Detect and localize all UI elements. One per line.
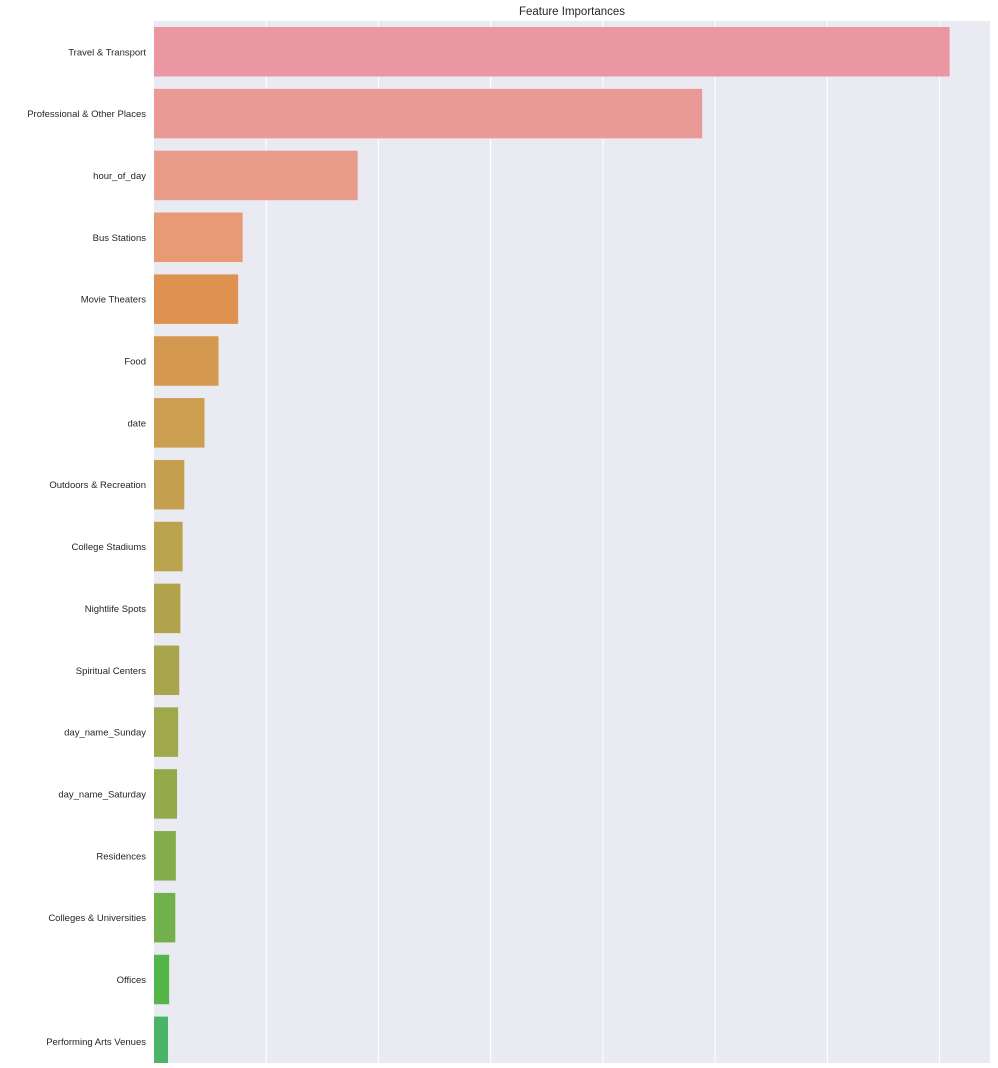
category-label-bus-stations: Bus Stations xyxy=(93,233,147,244)
bar-residences xyxy=(154,831,176,881)
category-label-spiritual-centers: Spiritual Centers xyxy=(76,666,146,677)
category-label-professional-and-other-places: Professional & Other Places xyxy=(27,109,146,120)
bar-nightlife-spots xyxy=(154,583,181,634)
category-label-hour-of-day: hour_of_day xyxy=(93,171,146,182)
bar-hour-of-day xyxy=(154,150,358,201)
category-label-day-name-sunday: day_name_Sunday xyxy=(64,728,146,739)
bar-college-stadiums xyxy=(154,521,183,572)
category-label-outdoors-and-recreation: Outdoors & Recreation xyxy=(49,480,146,491)
category-label-travel-and-transport: Travel & Transport xyxy=(68,47,146,58)
bar-performing-arts-venues xyxy=(154,1016,169,1067)
category-label-nightlife-spots: Nightlife Spots xyxy=(85,604,147,615)
category-label-date: date xyxy=(128,418,147,429)
category-label-performing-arts-venues: Performing Arts Venues xyxy=(46,1037,146,1048)
bar-spiritual-centers xyxy=(154,645,180,695)
category-label-college-stadiums: College Stadiums xyxy=(72,542,147,553)
bar-movie-theaters xyxy=(154,274,239,324)
category-label-day-name-saturday: day_name_Saturday xyxy=(58,789,146,800)
bars xyxy=(154,27,950,1067)
chart-title: Feature Importances xyxy=(519,6,625,18)
category-label-offices: Offices xyxy=(117,975,147,986)
bar-offices xyxy=(154,954,170,1005)
bar-travel-and-transport xyxy=(154,27,950,77)
category-labels: Travel & Transport Professional & Other P… xyxy=(27,47,146,1048)
bar-day-name-saturday xyxy=(154,769,178,819)
category-label-movie-theaters: Movie Theaters xyxy=(81,295,147,306)
category-label-residences: Residences xyxy=(96,851,146,862)
bar-outdoors-and-recreation xyxy=(154,459,185,510)
bar-professional-and-other-places xyxy=(154,88,703,139)
bar-day-name-sunday xyxy=(154,707,179,757)
bar-food xyxy=(154,336,219,386)
bar-colleges-and-universities xyxy=(154,892,176,943)
bar-bus-stations xyxy=(154,212,243,263)
category-label-food: Food xyxy=(124,357,146,368)
category-label-colleges-and-universities: Colleges & Universities xyxy=(48,913,146,924)
bar-date xyxy=(154,398,205,448)
